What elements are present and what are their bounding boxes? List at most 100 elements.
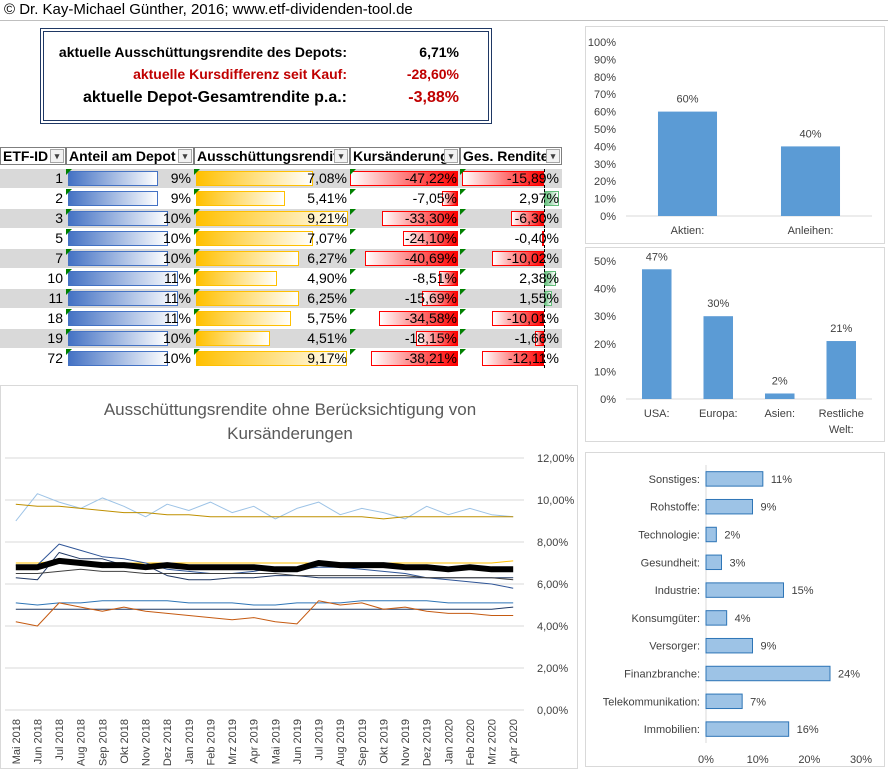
price-change-data-bar	[422, 291, 458, 306]
x-tick-label: Jan 2020	[443, 719, 455, 764]
cell-price-change-text: -47,22%	[404, 170, 457, 186]
category-label: Telekommunikation:	[603, 696, 700, 708]
cell-total-return: -10,02%	[460, 249, 562, 268]
cell-price-change-text: -18,15%	[404, 330, 457, 346]
table-row[interactable]: 10 11% 4,90% -8,51% 2,38%	[0, 269, 562, 288]
column-header-share[interactable]: Anteil am Depot ▾	[66, 147, 194, 165]
dividend-yield-line-chart: Ausschüttungsrendite ohne Berücksichtigu…	[5, 400, 575, 766]
bar	[705, 721, 790, 737]
bar	[705, 637, 753, 654]
table-row[interactable]: 3 10% 9,21% -33,30% -6,30%	[0, 209, 562, 228]
cell-price-change-text: -7,05%	[412, 190, 457, 206]
bar	[780, 146, 841, 216]
cell-price-change: -18,15%	[350, 329, 460, 348]
column-header-etf-id[interactable]: ETF-ID ▾	[0, 147, 66, 165]
bar-value-label: 40%	[799, 128, 821, 140]
cell-etf-id-text: 7	[55, 250, 63, 266]
price-change-data-bar	[378, 311, 458, 326]
cell-share-text: 10%	[162, 330, 191, 346]
x-tick-label: Sep 2019	[357, 719, 369, 766]
filter-dropdown-icon[interactable]: ▾	[444, 149, 458, 163]
category-label: Finanzbranche:	[624, 669, 700, 681]
filter-dropdown-icon[interactable]: ▾	[50, 149, 64, 163]
comment-marker	[66, 349, 72, 355]
x-tick-label: Aug 2018	[76, 719, 88, 766]
cell-total-return: 1,55%	[460, 289, 562, 308]
y-tick-label: 100%	[588, 37, 616, 49]
bar	[705, 610, 728, 626]
line-chart-panel: Ausschüttungsrendite ohne Berücksichtigu…	[0, 385, 578, 769]
bar	[641, 269, 672, 399]
dividend-yield-data-bar	[196, 351, 348, 366]
cell-total-return: -10,01%	[460, 309, 562, 328]
table-row[interactable]: 2 9% 5,41% -7,05% 2,97%	[0, 189, 562, 208]
bar-value-label: 3%	[730, 557, 746, 569]
y-tick-label: 0%	[600, 394, 616, 406]
comment-marker	[350, 229, 356, 235]
cell-price-change-text: -38,21%	[404, 350, 457, 366]
cell-share-text: 10%	[162, 250, 191, 266]
y-tick-label: 0,00%	[537, 705, 568, 717]
cell-total-return-text: -0,40%	[514, 230, 559, 246]
bar-value-label: 15%	[792, 585, 814, 597]
cell-dividend-yield: 5,75%	[194, 309, 350, 328]
comment-marker	[460, 209, 466, 215]
column-header-dividend-yield[interactable]: Ausschüttungsrendite ▾	[194, 147, 350, 165]
x-tick-label: Aug 2019	[335, 719, 347, 766]
cell-dividend-yield-text: 6,25%	[307, 290, 347, 306]
y-tick-label: 12,00%	[537, 453, 575, 465]
cell-total-return: 2,97%	[460, 189, 562, 208]
x-tick-label: Okt 2019	[378, 719, 390, 764]
cell-dividend-yield: 5,41%	[194, 189, 350, 208]
filter-dropdown-icon[interactable]: ▾	[546, 149, 560, 163]
y-tick-label: 40%	[594, 284, 616, 296]
table-row[interactable]: 18 11% 5,75% -34,58% -10,01%	[0, 309, 562, 328]
comment-marker	[66, 289, 72, 295]
filter-active-icon[interactable]: ▾	[178, 149, 192, 163]
bar	[705, 471, 764, 487]
comment-marker	[194, 229, 200, 235]
comment-marker	[66, 169, 72, 175]
comment-marker	[66, 229, 72, 235]
cell-share: 11%	[66, 309, 194, 328]
table-row[interactable]: 11 11% 6,25% -15,69% 1,55%	[0, 289, 562, 308]
table-row[interactable]: 72 10% 9,17% -38,21% -12,11%	[0, 349, 562, 368]
column-header-etf-id-label: ETF-ID	[3, 148, 49, 164]
table-row[interactable]: 7 10% 6,27% -40,69% -10,02%	[0, 249, 562, 268]
cell-etf-id: 72	[0, 349, 66, 368]
cell-price-change: -47,22%	[350, 169, 460, 188]
cell-etf-id-text: 1	[55, 170, 63, 186]
total-return-data-bar	[481, 351, 544, 366]
y-tick-label: 0%	[600, 211, 616, 223]
bar-value-label: 2%	[772, 375, 788, 387]
table-row[interactable]: 1 9% 7,08% -47,22% -15,89%	[0, 169, 562, 188]
cell-dividend-yield: 6,27%	[194, 249, 350, 268]
category-label: Konsumgüter:	[632, 613, 700, 625]
filter-dropdown-icon[interactable]: ▾	[334, 149, 348, 163]
price-change-data-bar	[364, 251, 458, 266]
cell-share-text: 10%	[162, 230, 191, 246]
x-tick-label: Mai 2018	[11, 719, 23, 764]
cell-total-return-text: -6,30%	[514, 210, 559, 226]
cell-share: 10%	[66, 329, 194, 348]
table-row[interactable]: 19 10% 4,51% -18,15% -1,66%	[0, 329, 562, 348]
column-header-price-change[interactable]: Kursänderung ▾	[350, 147, 460, 165]
comment-marker	[460, 229, 466, 235]
bar-value-label: 47%	[646, 251, 668, 263]
cell-etf-id: 19	[0, 329, 66, 348]
y-tick-label: 20%	[594, 339, 616, 351]
cell-dividend-yield-text: 4,51%	[307, 330, 347, 346]
cell-etf-id: 5	[0, 229, 66, 248]
x-tick-label: 0%	[698, 754, 714, 766]
summary-box: aktuelle Ausschüttungsrendite des Depots…	[40, 28, 492, 124]
cell-share-text: 10%	[162, 350, 191, 366]
share-data-bar	[68, 251, 168, 266]
column-header-total-return[interactable]: Ges. Rendite ▾	[460, 147, 562, 165]
x-tick-label: Jan 2019	[184, 719, 196, 764]
y-tick-label: 70%	[594, 89, 616, 101]
table-row[interactable]: 5 10% 7,07% -24,10% -0,40%	[0, 229, 562, 248]
comment-marker	[194, 189, 200, 195]
bar-value-label: 7%	[750, 696, 766, 708]
cell-etf-id: 18	[0, 309, 66, 328]
category-label: Aktien:	[671, 225, 705, 237]
